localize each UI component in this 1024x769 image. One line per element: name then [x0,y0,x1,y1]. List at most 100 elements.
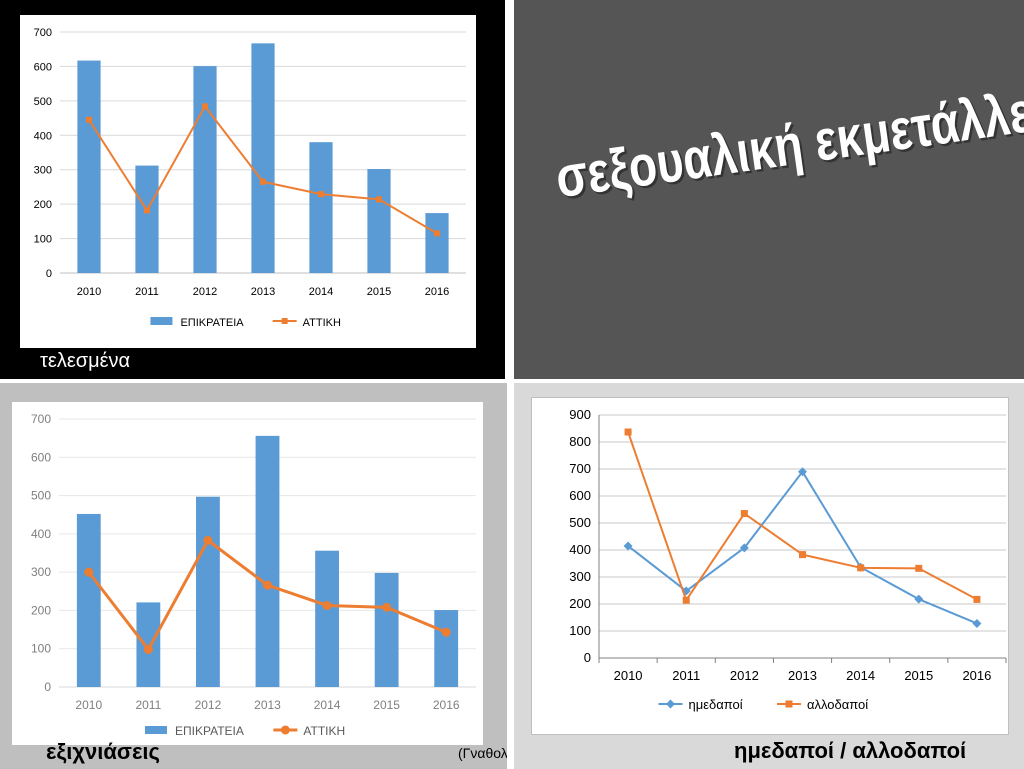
data-point [143,644,153,654]
chart-nationality: 0 100 200 300 400 500 600 700 800 900 2010 2011 2012… [569,407,1007,712]
legend-label: ΕΠΙΚΡΑΤΕΙΑ [180,317,244,329]
legend-swatch [150,317,173,325]
y-tick-label: 500 [569,515,591,530]
y-tick-label: 300 [31,565,51,579]
legend-marker [280,725,290,735]
bar [135,165,159,273]
slide-title: σεξουαλική εκμετάλλευση [551,66,1024,210]
x-tick-label: 2016 [433,698,460,712]
y-tick-label: 0 [46,268,52,280]
data-point [260,178,266,185]
data-point [915,564,923,572]
data-point [86,116,92,123]
y-tick-label: 900 [569,407,591,422]
x-tick-label: 2016 [425,286,449,298]
x-tick-label: 2014 [314,698,341,712]
x-tick-label: 2011 [135,286,159,298]
bar [367,169,391,273]
y-tick-label: 200 [569,596,591,611]
y-tick-label: 100 [569,623,591,638]
y-tick-label: 300 [34,165,52,177]
y-tick-label: 200 [34,199,52,211]
chart-panel-committed: 0 100 200 300 400 500 600 700 2010 2011 2012 2013 20… [20,15,476,348]
data-point [434,230,440,237]
data-point [623,541,633,551]
data-point [914,594,924,604]
bar [374,572,399,687]
data-point [322,600,332,610]
x-tick-label: 2016 [962,668,991,683]
chart-panel-nationality: 0 100 200 300 400 500 600 700 800 900 2010 2011 2012… [531,397,1009,735]
legend-label: ΕΠΙΚΡΑΤΕΙΑ [175,724,244,738]
y-tick-label: 500 [31,489,51,503]
y-tick-label: 800 [569,434,591,449]
data-point [682,596,690,604]
x-tick-label: 2015 [367,286,391,298]
y-tick-label: 600 [34,61,52,73]
y-tick-label: 400 [34,130,52,142]
quadrant-top-left: 0 100 200 300 400 500 600 700 2010 2011 2012 2013 20… [0,0,505,379]
bar [434,610,459,687]
x-tick-label: 2013 [788,668,817,683]
x-tick-label: 2010 [614,668,643,683]
y-tick-label: 300 [569,569,591,584]
x-tick-label: 2015 [904,668,933,683]
data-point [202,103,208,110]
data-point [84,567,94,577]
y-tick-label: 600 [569,488,591,503]
caption-nationality: ημεδαποί / αλλοδαποί [734,738,967,763]
x-tick-label: 2014 [309,286,333,298]
bar [76,513,101,687]
x-tick-label: 2013 [254,698,281,712]
legend-marker [281,318,288,324]
legend-swatch [144,726,167,734]
y-tick-label: 100 [34,234,52,246]
caption-note: (Γναθολόγιο) [458,745,507,761]
bar [193,66,217,273]
legend-label: ΑΤΤΙΚΗ [303,317,341,329]
data-point [318,191,324,198]
data-point [263,580,272,590]
y-tick-label: 700 [34,27,52,39]
y-tick-label: 600 [31,450,51,464]
data-point [739,543,749,553]
y-tick-label: 200 [31,603,51,617]
data-point [798,467,807,477]
data-point [857,564,865,572]
chart-committed: 0 100 200 300 400 500 600 700 2010 2011 2012 2013 20… [34,27,466,329]
x-tick-label: 2014 [846,668,875,683]
data-point [624,428,632,436]
data-point [972,618,982,628]
bar [77,60,101,273]
data-point [203,535,213,545]
y-tick-label: 0 [44,680,51,694]
x-tick-label: 2011 [135,698,161,712]
x-tick-label: 2015 [373,698,400,712]
bar [309,142,333,273]
x-tick-label: 2010 [75,698,102,712]
legend-label: αλλοδαποί [807,697,868,712]
y-tick-label: 0 [584,650,591,665]
bar [315,550,339,687]
quadrant-bottom-right: 0 100 200 300 400 500 600 700 800 900 2010 2011 2012… [514,383,1024,769]
caption-solved: εξιχνιάσεις [46,739,160,764]
x-tick-label: 2011 [672,668,700,683]
caption-committed: τελεσμένα [40,350,131,372]
y-tick-label: 400 [31,527,51,541]
x-tick-label: 2010 [77,286,101,298]
x-tick-label: 2012 [193,286,217,298]
bar [425,213,449,273]
legend-marker [785,700,793,708]
chart-panel-solved: 0 100 200 300 400 500 600 700 2010 2011 2012 2013 20… [12,402,483,745]
y-tick-label: 400 [569,542,591,557]
data-point [799,551,806,559]
legend-marker [665,699,675,709]
x-tick-label: 2013 [251,286,275,298]
x-tick-label: 2012 [730,668,759,683]
quadrant-top-right: σεξουαλική εκμετάλλευση [514,0,1024,379]
y-tick-label: 500 [34,96,52,108]
y-tick-label: 700 [569,461,591,476]
data-point [376,196,382,203]
legend-label: ΑΤΤΙΚΗ [303,724,345,738]
x-tick-label: 2012 [195,698,222,712]
